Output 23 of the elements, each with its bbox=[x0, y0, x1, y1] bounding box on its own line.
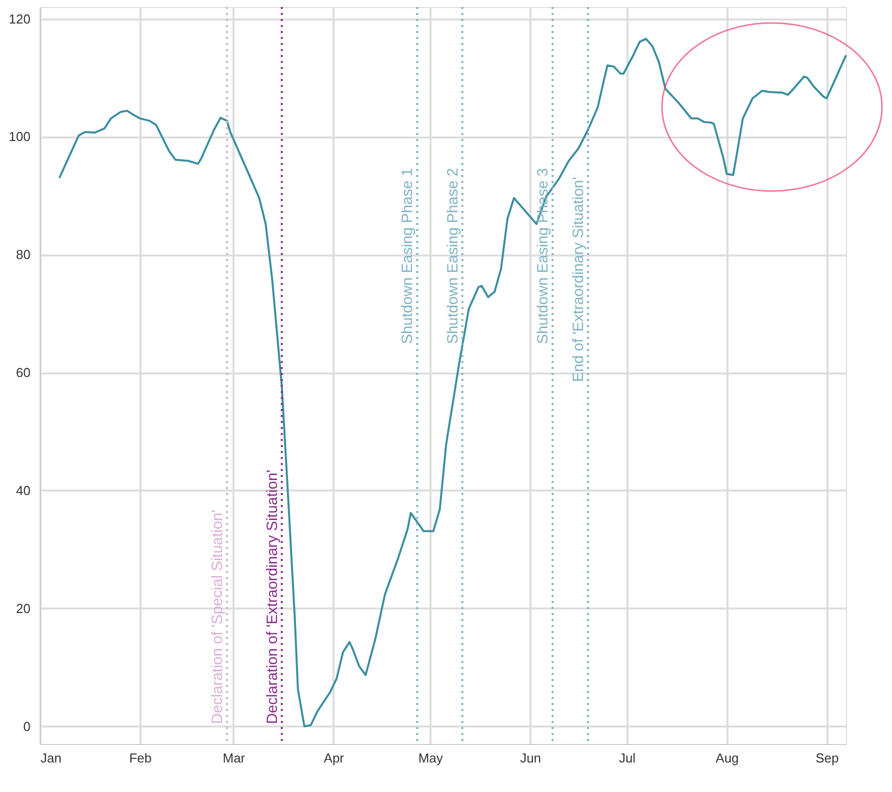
x-tick-label: Mar bbox=[222, 750, 246, 766]
x-tick-label: Jan bbox=[40, 750, 62, 766]
x-tick-label: May bbox=[418, 750, 444, 766]
y-tick-label: 40 bbox=[16, 482, 30, 498]
ref-line-label: Shutdown Easing Phase 2 bbox=[444, 168, 462, 344]
y-tick-label: 60 bbox=[16, 365, 30, 380]
y-tick-label: 80 bbox=[16, 247, 30, 262]
x-tick-label: Feb bbox=[129, 750, 152, 766]
ref-line-label: Declaration of 'Extraordinary Situation' bbox=[264, 470, 281, 724]
y-tick-label: 100 bbox=[8, 129, 30, 144]
y-tick-label: 120 bbox=[8, 11, 30, 26]
x-tick-label: Aug bbox=[716, 750, 739, 766]
x-tick-label: Jun bbox=[520, 750, 542, 766]
ref-line-label: End of 'Extraordinary Situation' bbox=[570, 176, 588, 382]
y-tick-label: 0 bbox=[23, 718, 30, 734]
y-tick-label: 20 bbox=[16, 600, 30, 616]
x-tick-label: Jul bbox=[618, 750, 636, 766]
ref-line-label: Shutdown Easing Phase 1 bbox=[399, 168, 416, 344]
ref-line-label: Declaration of 'Special Situation' bbox=[208, 510, 226, 724]
x-tick-label: Apr bbox=[324, 750, 345, 766]
x-tick-label: Sep bbox=[816, 750, 839, 766]
line-series bbox=[58, 38, 847, 728]
ref-line-label: Shutdown Easing Phase 3 bbox=[534, 168, 552, 344]
